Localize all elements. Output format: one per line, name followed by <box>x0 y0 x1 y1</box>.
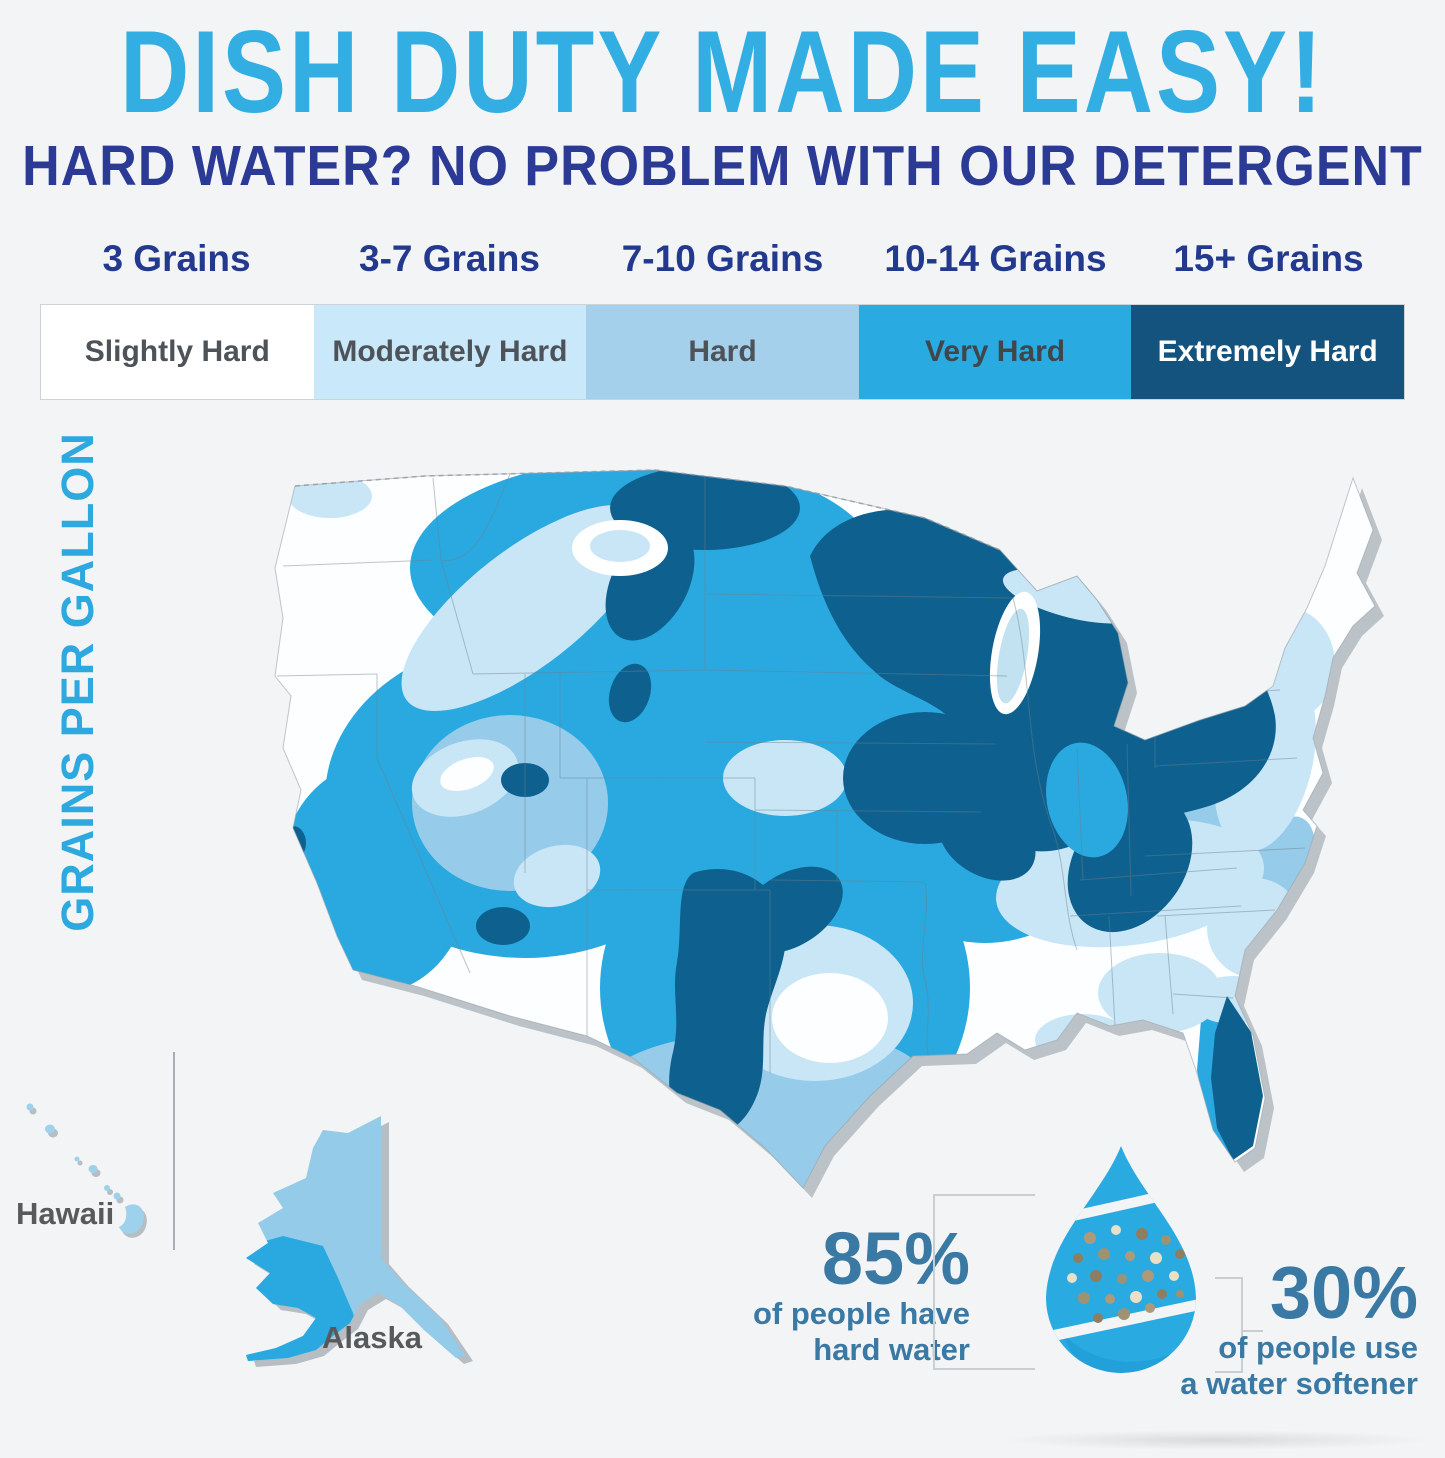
water-drop-icon <box>1046 1146 1196 1373</box>
right-bracket <box>1215 1277 1243 1373</box>
scale-swatch-very-hard: Very Hard <box>858 305 1132 399</box>
alaska-label: Alaska <box>322 1320 422 1355</box>
grain-range-label: 3-7 Grains <box>359 238 540 279</box>
alaska-map <box>246 1116 473 1367</box>
grain-range-labels: 3 Grains 3-7 Grains 7-10 Grains 10-14 Gr… <box>40 238 1405 280</box>
hawaii-map <box>26 1103 147 1238</box>
softener-stat-line: of people use <box>1218 1330 1418 1365</box>
hawaii-label: Hawaii <box>16 1196 115 1231</box>
scale-swatch-hard: Hard <box>586 305 859 399</box>
mineral-dots <box>1067 1225 1185 1323</box>
us-hard-water-map <box>274 469 1384 1198</box>
right-bracket-tick <box>1241 1330 1263 1332</box>
scale-swatch-label: Hard <box>688 335 757 368</box>
page-title: DISH DUTY MADE EASY! <box>119 7 1325 138</box>
state-borders <box>276 473 1306 1073</box>
hardness-scale-bar: Slightly Hard Moderately Hard Hard Very … <box>40 304 1405 400</box>
scale-swatch-extremely-hard: Extremely Hard <box>1131 305 1404 399</box>
hawaii-alaska-divider <box>173 1052 175 1250</box>
scale-swatch-slightly-hard: Slightly Hard <box>41 305 314 399</box>
softener-stat: 30% of people use a water softener <box>1150 1256 1418 1402</box>
grain-range-label: 15+ Grains <box>1173 238 1364 279</box>
grains-per-gallon-label: GRAINS PER GALLON <box>52 432 103 932</box>
hard-water-stat-line: hard water <box>813 1332 970 1367</box>
scale-swatch-label: Moderately Hard <box>332 335 568 368</box>
lake-michigan <box>989 591 1041 715</box>
softener-stat-line: a water softener <box>1180 1366 1418 1401</box>
page-subtitle: HARD WATER? NO PROBLEM WITH OUR DETERGEN… <box>22 135 1423 198</box>
grain-range-label: 7-10 Grains <box>621 238 824 279</box>
scale-swatch-moderately-hard: Moderately Hard <box>313 305 587 399</box>
hard-water-stat: 85% of people have hard water <box>640 1222 970 1368</box>
scale-swatch-label: Extremely Hard <box>1157 335 1378 368</box>
softener-stat-value: 30% <box>1269 1251 1418 1334</box>
bottom-smudge <box>1000 1430 1430 1450</box>
grain-range-label: 10-14 Grains <box>884 238 1107 279</box>
scale-swatch-label: Very Hard <box>925 335 1066 368</box>
hard-water-stat-line: of people have <box>752 1296 970 1331</box>
hard-water-stat-value: 85% <box>821 1217 970 1300</box>
left-bracket <box>933 1194 1035 1370</box>
scale-swatch-label: Slightly Hard <box>84 335 270 368</box>
grain-range-label: 3 Grains <box>102 238 251 279</box>
